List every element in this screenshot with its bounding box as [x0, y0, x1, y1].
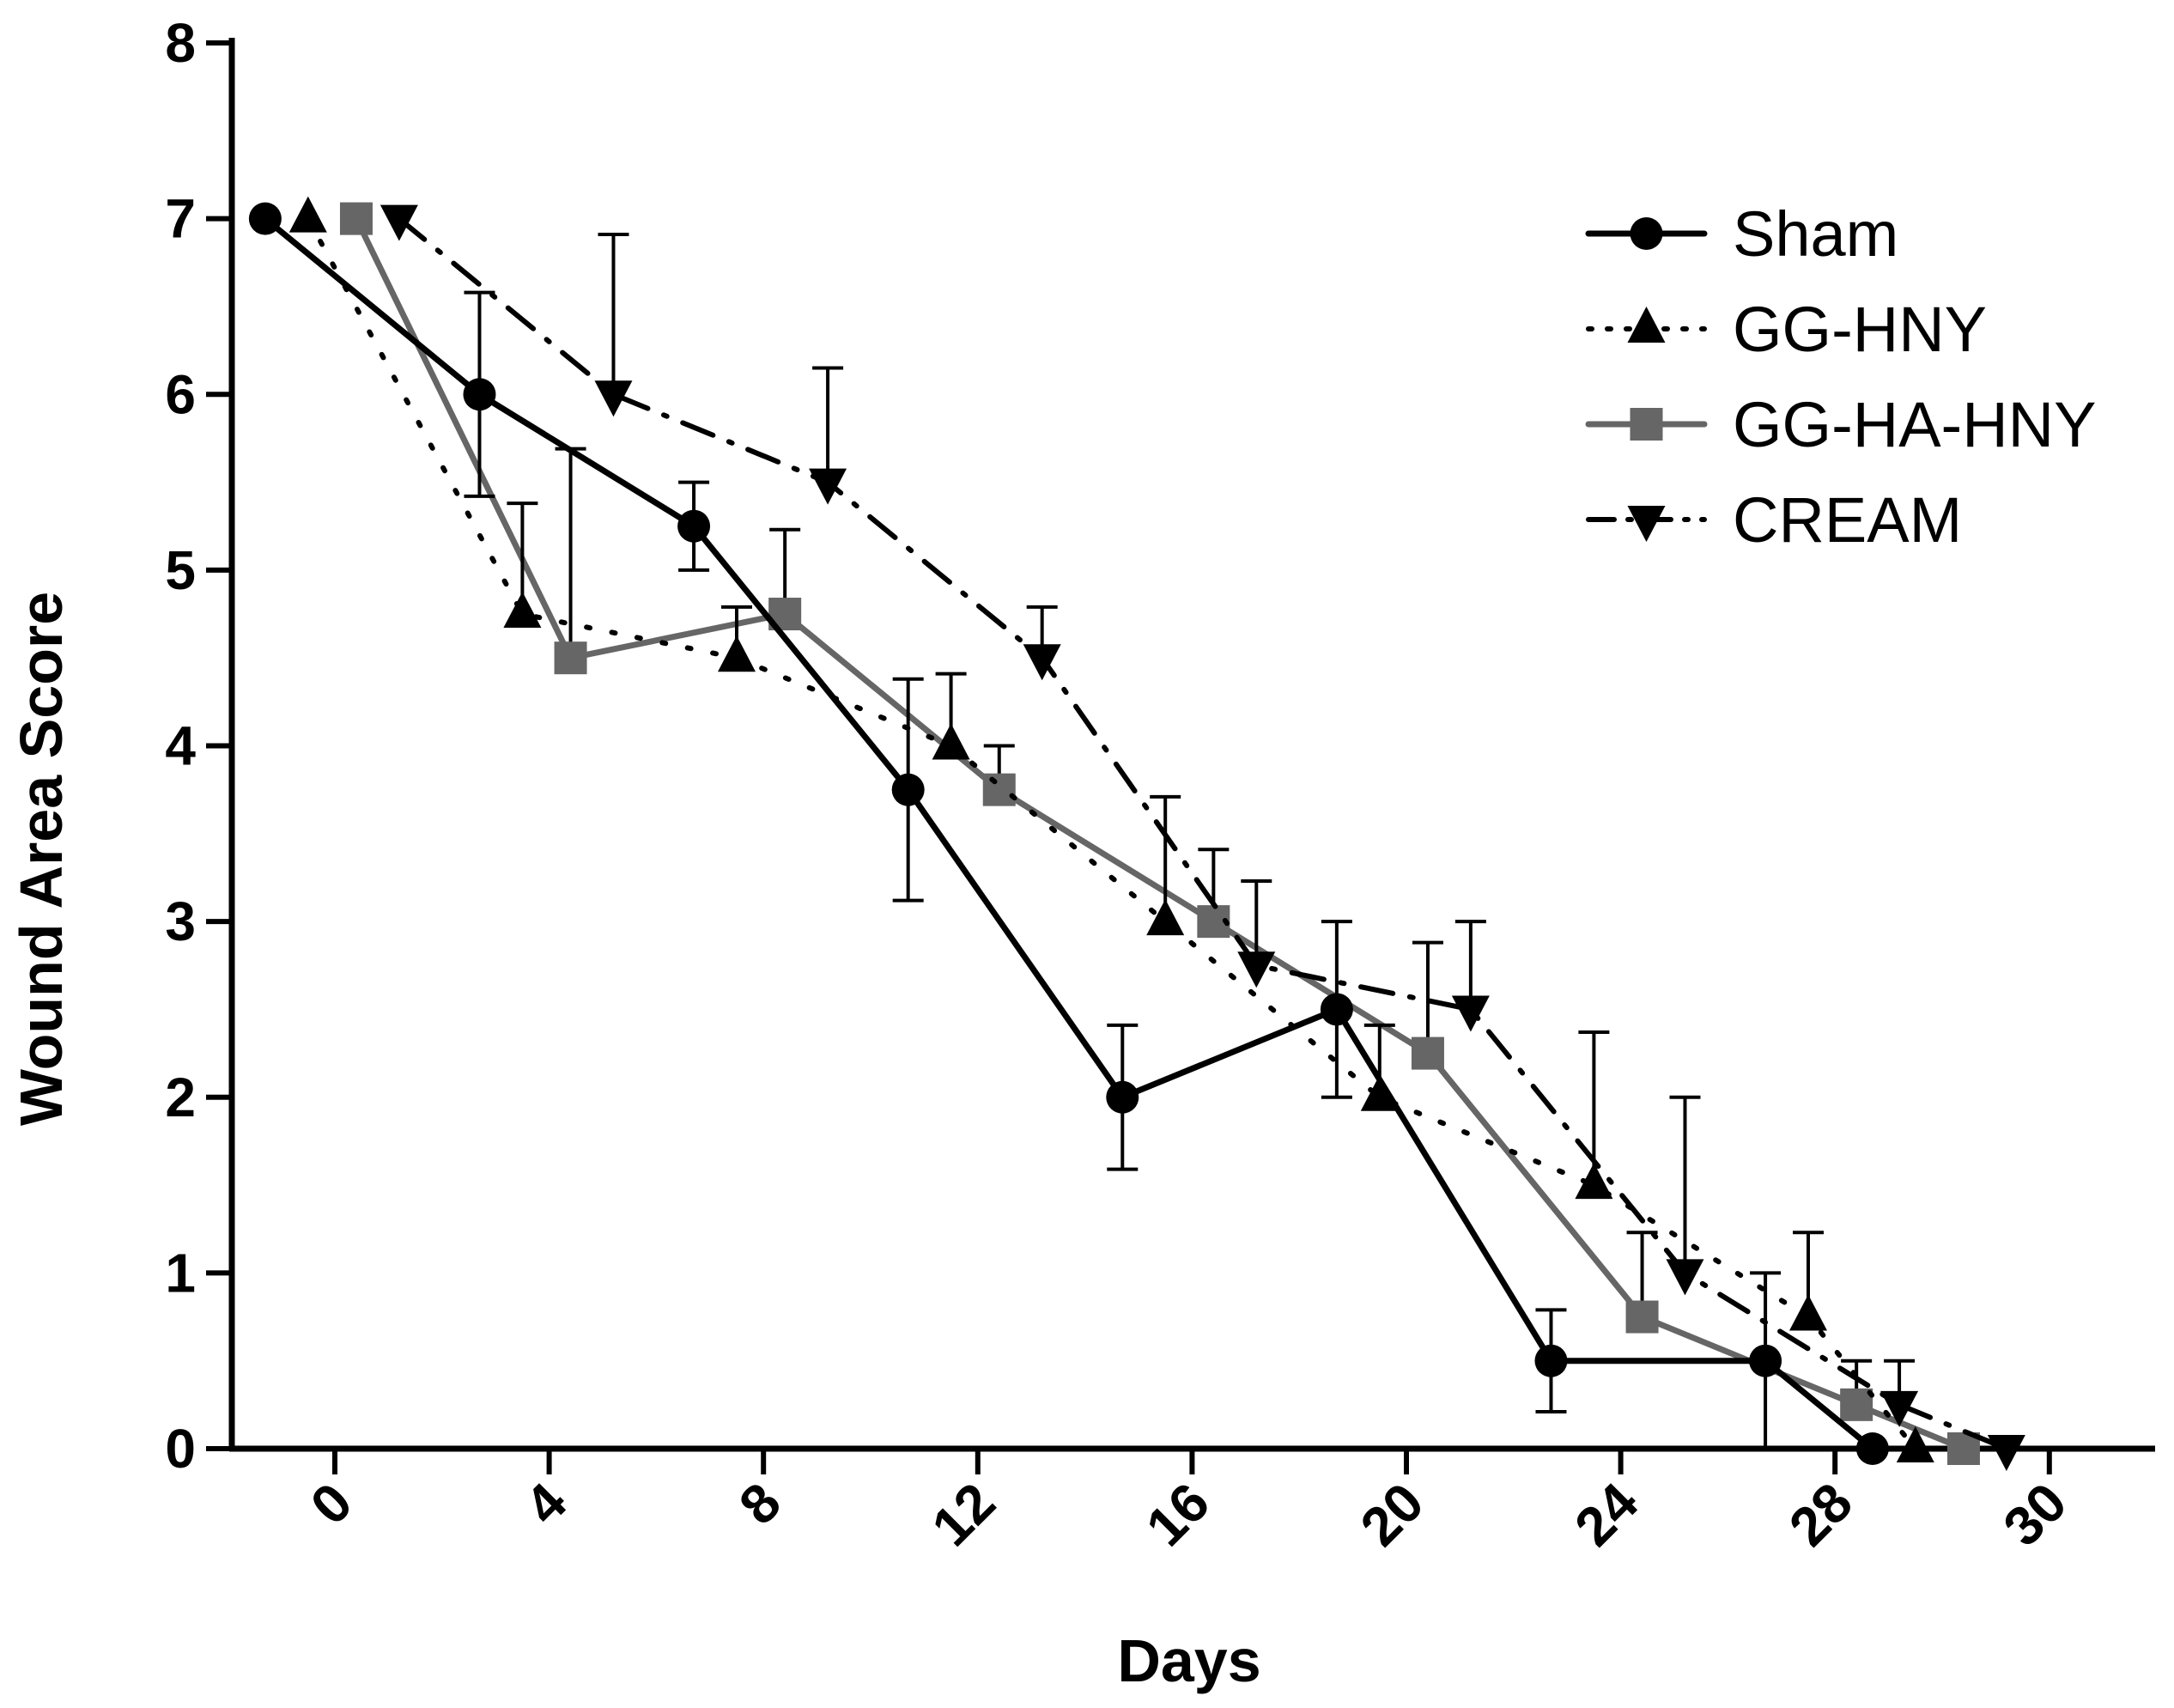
- x-axis-label: Days: [1117, 1627, 1260, 1694]
- data-point: [594, 380, 633, 417]
- legend-label: Sham: [1733, 198, 1898, 270]
- legend-label: GG-HNY: [1733, 294, 1987, 365]
- legend: Sham GG-HNY GG-HA-HNY CREAM: [1585, 198, 2096, 556]
- legend-marker: [1627, 307, 1666, 343]
- legend-marker: [1630, 217, 1663, 250]
- data-point: [1534, 1344, 1568, 1377]
- data-point: [891, 773, 925, 806]
- data-point: [554, 641, 587, 675]
- data-point: [1023, 644, 1061, 681]
- data-point: [288, 196, 327, 233]
- x-tick-label: 24: [1563, 1471, 1650, 1559]
- data-point: [677, 509, 711, 543]
- data-point: [809, 468, 847, 505]
- data-point: [380, 204, 418, 241]
- legend-marker: [1630, 408, 1663, 441]
- x-tick-label-group: 16: [1134, 1471, 1221, 1558]
- data-point: [1789, 1294, 1827, 1331]
- y-tick-label: 6: [165, 363, 196, 425]
- y-tick-label: 3: [165, 890, 196, 952]
- data-point: [1360, 1074, 1399, 1111]
- data-point: [1625, 1300, 1659, 1334]
- x-tick-label-group: 24: [1563, 1471, 1650, 1559]
- data-point: [248, 202, 282, 235]
- data-point: [1987, 1435, 2025, 1471]
- legend-label: CREAM: [1733, 484, 1962, 556]
- legend-item-cream: CREAM: [1586, 484, 1962, 556]
- x-tick-label: 12: [920, 1471, 1006, 1558]
- series-sham: [248, 202, 1889, 1465]
- series-gg-hny: [288, 196, 1934, 1462]
- x-tick-label: 0: [299, 1471, 364, 1536]
- data-point: [1749, 1344, 1782, 1377]
- series-line-gg-hny: [305, 216, 1918, 1451]
- legend-item-gg-ha-hny: GG-HA-HNY: [1585, 389, 2096, 460]
- data-point: [463, 378, 496, 411]
- y-tick-label: 1: [165, 1242, 196, 1304]
- y-tick-label: 7: [165, 188, 196, 250]
- y-tick-label: 8: [165, 12, 196, 74]
- data-point: [718, 635, 756, 672]
- data-point: [932, 723, 970, 760]
- data-point: [1666, 1259, 1704, 1296]
- series-layer: [248, 196, 2025, 1471]
- y-tick-label: 0: [165, 1418, 196, 1480]
- data-point: [503, 592, 542, 629]
- data-point: [1451, 995, 1490, 1032]
- x-tick-label-group: 4: [513, 1471, 578, 1536]
- y-tick-label: 2: [165, 1067, 196, 1128]
- legend-marker: [1627, 506, 1666, 542]
- x-tick-label: 28: [1777, 1471, 1864, 1558]
- x-tick-label-group: 28: [1777, 1471, 1864, 1558]
- x-tick-label-group: 20: [1349, 1471, 1436, 1558]
- x-tick-label: 30: [1991, 1471, 2078, 1558]
- y-axis-label: Wound Area Score: [8, 592, 75, 1126]
- data-point: [1575, 1163, 1613, 1200]
- legend-item-sham: Sham: [1585, 198, 1898, 270]
- series-line-gg-ha-hny: [353, 216, 1967, 1452]
- x-tick-label-group: 0: [299, 1471, 364, 1536]
- x-tick-label-group: 8: [727, 1471, 792, 1536]
- x-tick-label-group: 12: [920, 1471, 1006, 1558]
- data-point: [1855, 1432, 1889, 1465]
- legend-item-gg-hny: GG-HNY: [1586, 294, 1987, 365]
- legend-label: GG-HA-HNY: [1733, 389, 2096, 460]
- series-cream: [380, 204, 2025, 1471]
- data-point: [1237, 951, 1276, 988]
- x-tick-label: 8: [727, 1471, 792, 1536]
- data-point: [1896, 1426, 1934, 1462]
- data-point: [1320, 993, 1353, 1026]
- data-point: [1106, 1080, 1139, 1114]
- x-tick-label: 20: [1349, 1471, 1436, 1558]
- y-tick-label: 5: [165, 539, 196, 601]
- data-point: [1880, 1390, 1919, 1427]
- data-point: [1146, 899, 1185, 936]
- data-point: [1411, 1036, 1444, 1070]
- x-tick-label-group: 30: [1991, 1471, 2078, 1558]
- x-tick-label: 4: [513, 1471, 578, 1536]
- data-point: [339, 202, 373, 235]
- x-tick-label: 16: [1134, 1471, 1221, 1558]
- data-point: [1840, 1388, 1873, 1421]
- data-point: [982, 773, 1016, 806]
- y-tick-label: 4: [165, 715, 196, 777]
